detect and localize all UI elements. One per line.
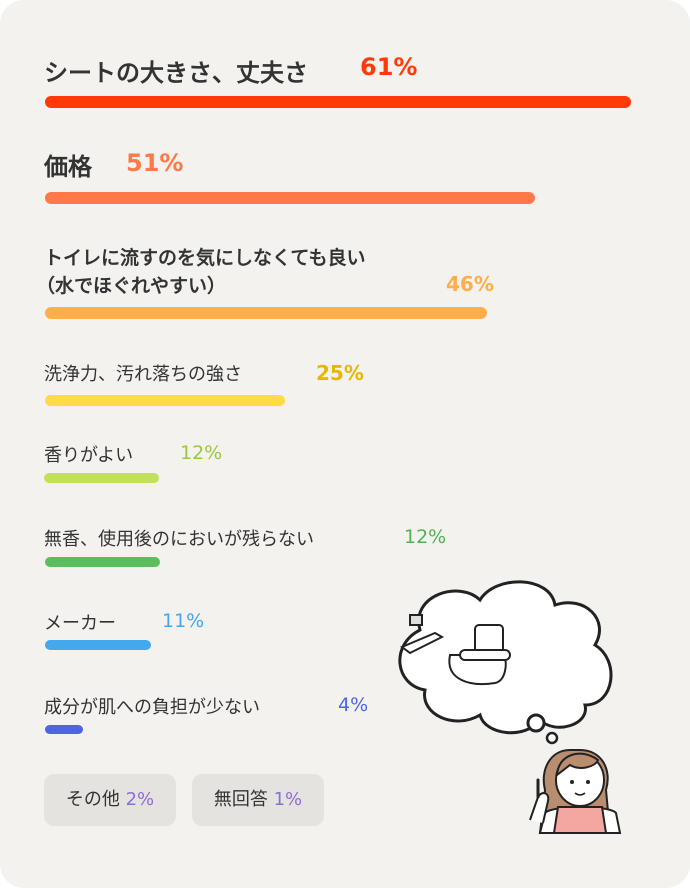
- toilet-icon: [448, 624, 511, 685]
- item-label: 成分が肌への負担が少ない: [44, 697, 260, 718]
- no-answer-chip: 無回答 1%: [192, 774, 324, 826]
- item-percent: 61%: [360, 53, 418, 81]
- woman-figure: [529, 749, 622, 834]
- item-label: 洗浄力、汚れ落ちの強さ: [44, 364, 242, 385]
- item-label: シートの大きさ、丈夫さ: [44, 59, 308, 87]
- bar: [45, 557, 161, 567]
- thought-dot-small: [545, 731, 559, 745]
- item-percent: 51%: [126, 149, 184, 177]
- item-percent: 12%: [180, 442, 223, 464]
- bar: [45, 192, 535, 204]
- item-label-line2: （水でほぐれやすい）: [36, 275, 227, 297]
- item-percent: 11%: [162, 610, 205, 632]
- bar: [45, 307, 487, 319]
- item-label: トイレに流すのを気にしなくても良い: [44, 247, 366, 269]
- thought-dot-large: [526, 713, 546, 733]
- bar: [45, 395, 286, 406]
- item-percent: 4%: [338, 694, 369, 716]
- shelf-icon: [400, 614, 445, 655]
- item-percent: 25%: [316, 361, 364, 385]
- chip-label: 無回答: [213, 789, 268, 810]
- chip-value: 1%: [273, 789, 303, 810]
- item-percent: 12%: [404, 526, 447, 548]
- item-label: 香りがよい: [44, 445, 134, 466]
- other-chip: その他 2%: [44, 774, 176, 826]
- item-percent: 46%: [446, 272, 494, 296]
- chip-label: その他: [65, 789, 120, 810]
- bar: [45, 640, 151, 650]
- woman-thinking-illustration: [398, 580, 622, 834]
- chip-value: 2%: [125, 789, 155, 810]
- item-label: 価格: [44, 153, 92, 181]
- item-label: 無香、使用後のにおいが残らない: [44, 529, 314, 550]
- bar: [44, 473, 160, 483]
- bar: [45, 96, 631, 108]
- bar: [45, 725, 84, 734]
- item-label: メーカー: [44, 613, 116, 634]
